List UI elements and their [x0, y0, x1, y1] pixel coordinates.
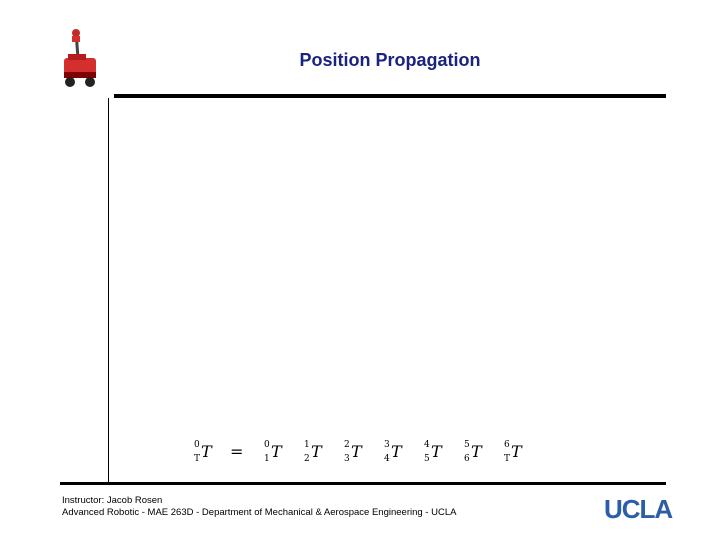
equation-lhs-term: 0 T T [194, 438, 222, 468]
equation-term: 3 4 T [384, 438, 412, 468]
term-subscript: 4 [384, 454, 390, 464]
robot-logo-icon [64, 29, 96, 87]
equation-term: 0 1 T [264, 438, 292, 468]
equation-term: 1 2 T [304, 438, 332, 468]
equation-term: 5 6 T [464, 438, 492, 468]
equation-term: 2 3 T [344, 438, 372, 468]
footer-instructor: Instructor: Jacob Rosen [62, 495, 163, 506]
term-superscript: 0 [264, 440, 270, 450]
term-symbol: T [351, 442, 362, 461]
term-subscript: T [504, 454, 511, 464]
equation: 0 T T = 0 1 T 1 2 T 2 3 T 3 4 T 4 5 T 5 … [190, 438, 530, 468]
term-symbol: T [271, 442, 282, 461]
term-superscript: 0 [194, 440, 200, 450]
term-symbol: T [201, 442, 212, 461]
ucla-logo: UCLA [604, 494, 673, 524]
footer-credits: Instructor: Jacob Rosen Advanced Robotic… [62, 495, 456, 519]
term-superscript: 2 [344, 440, 350, 450]
equals-sign: = [230, 442, 244, 461]
term-superscript: 5 [464, 440, 470, 450]
footer-course: Advanced Robotic - MAE 263D - Department… [62, 507, 457, 518]
left-rule [108, 98, 109, 482]
term-subscript: 3 [344, 454, 350, 464]
term-symbol: T [511, 442, 522, 461]
term-subscript: 1 [264, 454, 270, 464]
term-subscript: 2 [304, 454, 310, 464]
equation-term: 6 T T [504, 438, 532, 468]
slide-title: Position Propagation [299, 50, 481, 70]
footer-rule [60, 482, 666, 485]
term-superscript: 6 [504, 440, 510, 450]
term-symbol: T [431, 442, 442, 461]
term-superscript: 1 [304, 440, 310, 450]
term-symbol: T [311, 442, 322, 461]
term-subscript: T [194, 454, 201, 464]
term-subscript: 6 [464, 454, 470, 464]
term-superscript: 4 [424, 440, 430, 450]
equation-term: 4 5 T [424, 438, 452, 468]
title-rule [114, 94, 666, 98]
term-symbol: T [391, 442, 402, 461]
term-subscript: 5 [424, 454, 430, 464]
term-symbol: T [471, 442, 482, 461]
term-superscript: 3 [384, 440, 390, 450]
